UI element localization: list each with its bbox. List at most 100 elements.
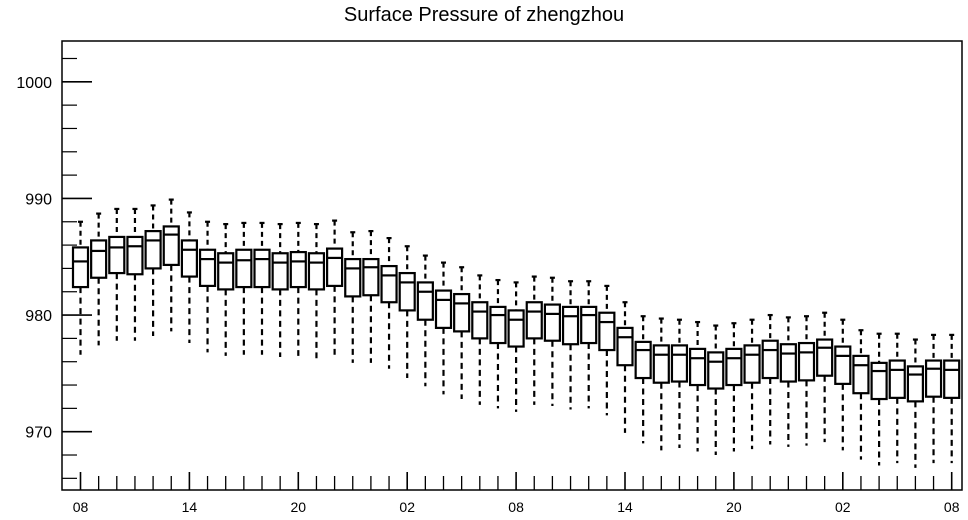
- box-plot-32: [652, 317, 670, 451]
- iqr-box: [344, 257, 362, 298]
- iqr-box: [489, 305, 507, 345]
- y-tick-label: 990: [25, 191, 52, 208]
- iqr-box: [616, 326, 634, 367]
- iqr-box: [453, 292, 471, 333]
- iqr-box: [108, 235, 126, 275]
- iqr-box: [906, 365, 925, 403]
- box-plot-10: [253, 221, 271, 355]
- box-plot-18: [398, 245, 416, 379]
- box-plot-45: [888, 332, 906, 464]
- box-plot-48: [943, 333, 961, 464]
- iqr-box: [834, 345, 852, 385]
- iqr-box: [852, 354, 870, 395]
- iqr-box: [725, 347, 743, 387]
- iqr-box: [870, 361, 888, 401]
- iqr-box: [398, 271, 416, 312]
- iqr-box: [761, 339, 779, 380]
- iqr-box: [271, 252, 289, 291]
- y-tick-label: 980: [25, 308, 52, 325]
- iqr-box: [580, 305, 598, 345]
- x-tick-label: 08: [73, 499, 89, 515]
- x-tick-label: 20: [726, 499, 742, 515]
- box-plot-2: [108, 207, 126, 341]
- iqr-box: [888, 359, 906, 399]
- iqr-box: [380, 264, 398, 304]
- box-plot-40: [797, 315, 816, 446]
- box-plot-24: [507, 281, 525, 412]
- box-plot-22: [471, 274, 489, 405]
- box-plot-9: [235, 221, 253, 355]
- iqr-box: [289, 250, 307, 289]
- box-plot-36: [725, 322, 743, 452]
- box-plot-4: [144, 204, 162, 337]
- box-plot-5: [162, 198, 180, 332]
- box-plot-15: [344, 231, 362, 363]
- box-plot-29: [598, 284, 616, 416]
- plot-frame: [61, 40, 963, 491]
- box-plot-30: [616, 301, 634, 433]
- iqr-box: [326, 247, 344, 288]
- box-plot-8: [217, 222, 235, 356]
- box-plot-37: [743, 318, 761, 450]
- iqr-box: [253, 248, 271, 289]
- iqr-box: [779, 343, 797, 383]
- box-plot-6: [180, 211, 198, 344]
- iqr-box: [688, 347, 707, 387]
- iqr-box: [743, 344, 761, 384]
- box-plot-11: [271, 222, 289, 358]
- box-plot-34: [688, 320, 707, 452]
- iqr-box: [90, 239, 108, 279]
- box-plot-47: [924, 333, 943, 464]
- x-tick-label: 14: [182, 499, 198, 515]
- iqr-box: [525, 301, 543, 340]
- box-plot-35: [707, 324, 725, 456]
- iqr-box: [434, 289, 453, 329]
- x-tick-label: 08: [508, 499, 524, 515]
- box-plot-28: [580, 280, 598, 409]
- iqr-box: [943, 359, 961, 399]
- iqr-box: [198, 248, 217, 288]
- iqr-box: [235, 248, 253, 289]
- box-plot-26: [543, 276, 562, 407]
- box-plot-3: [126, 207, 144, 341]
- iqr-box: [634, 340, 652, 380]
- box-plot-44: [870, 332, 888, 466]
- box-plot-39: [779, 316, 797, 447]
- y-tick-label: 1000: [16, 75, 52, 92]
- iqr-box: [126, 235, 144, 276]
- box-plot-17: [380, 236, 398, 369]
- box-plot-27: [561, 280, 580, 410]
- box-plot-21: [453, 266, 471, 400]
- box-plot-12: [289, 221, 307, 356]
- iqr-box: [162, 225, 180, 267]
- x-tick-label: 02: [835, 499, 851, 515]
- iqr-box: [307, 252, 326, 291]
- x-tick-label: 20: [291, 499, 307, 515]
- iqr-box: [144, 229, 162, 270]
- box-plot-46: [906, 338, 925, 468]
- axis-labels: 970 980 990 1000 08 14 20 02 08 14 20 02 08: [16, 75, 959, 515]
- iqr-box: [816, 338, 834, 377]
- box-plot-13: [307, 222, 326, 359]
- box-plot-16: [362, 229, 380, 363]
- iqr-box: [561, 305, 580, 346]
- box-plot-0: [71, 220, 90, 355]
- box-plot-31: [634, 315, 652, 444]
- iqr-box: [180, 239, 198, 278]
- iqr-box: [652, 344, 670, 384]
- x-tick-label: 02: [399, 499, 415, 515]
- box-plot-14: [326, 219, 344, 355]
- chart-title: Surface Pressure of zhengzhou: [343, 4, 625, 26]
- box-series: [71, 198, 961, 468]
- axis-ticks: [62, 57, 953, 490]
- x-tick-label: 14: [617, 499, 633, 515]
- iqr-box: [507, 309, 525, 348]
- iqr-box: [797, 341, 816, 382]
- iqr-box: [670, 344, 689, 383]
- box-plot-42: [834, 318, 852, 451]
- iqr-box: [416, 281, 434, 321]
- box-plot-20: [434, 261, 453, 395]
- iqr-box: [543, 303, 562, 342]
- box-plot-23: [489, 278, 507, 409]
- y-tick-label: 970: [25, 425, 52, 442]
